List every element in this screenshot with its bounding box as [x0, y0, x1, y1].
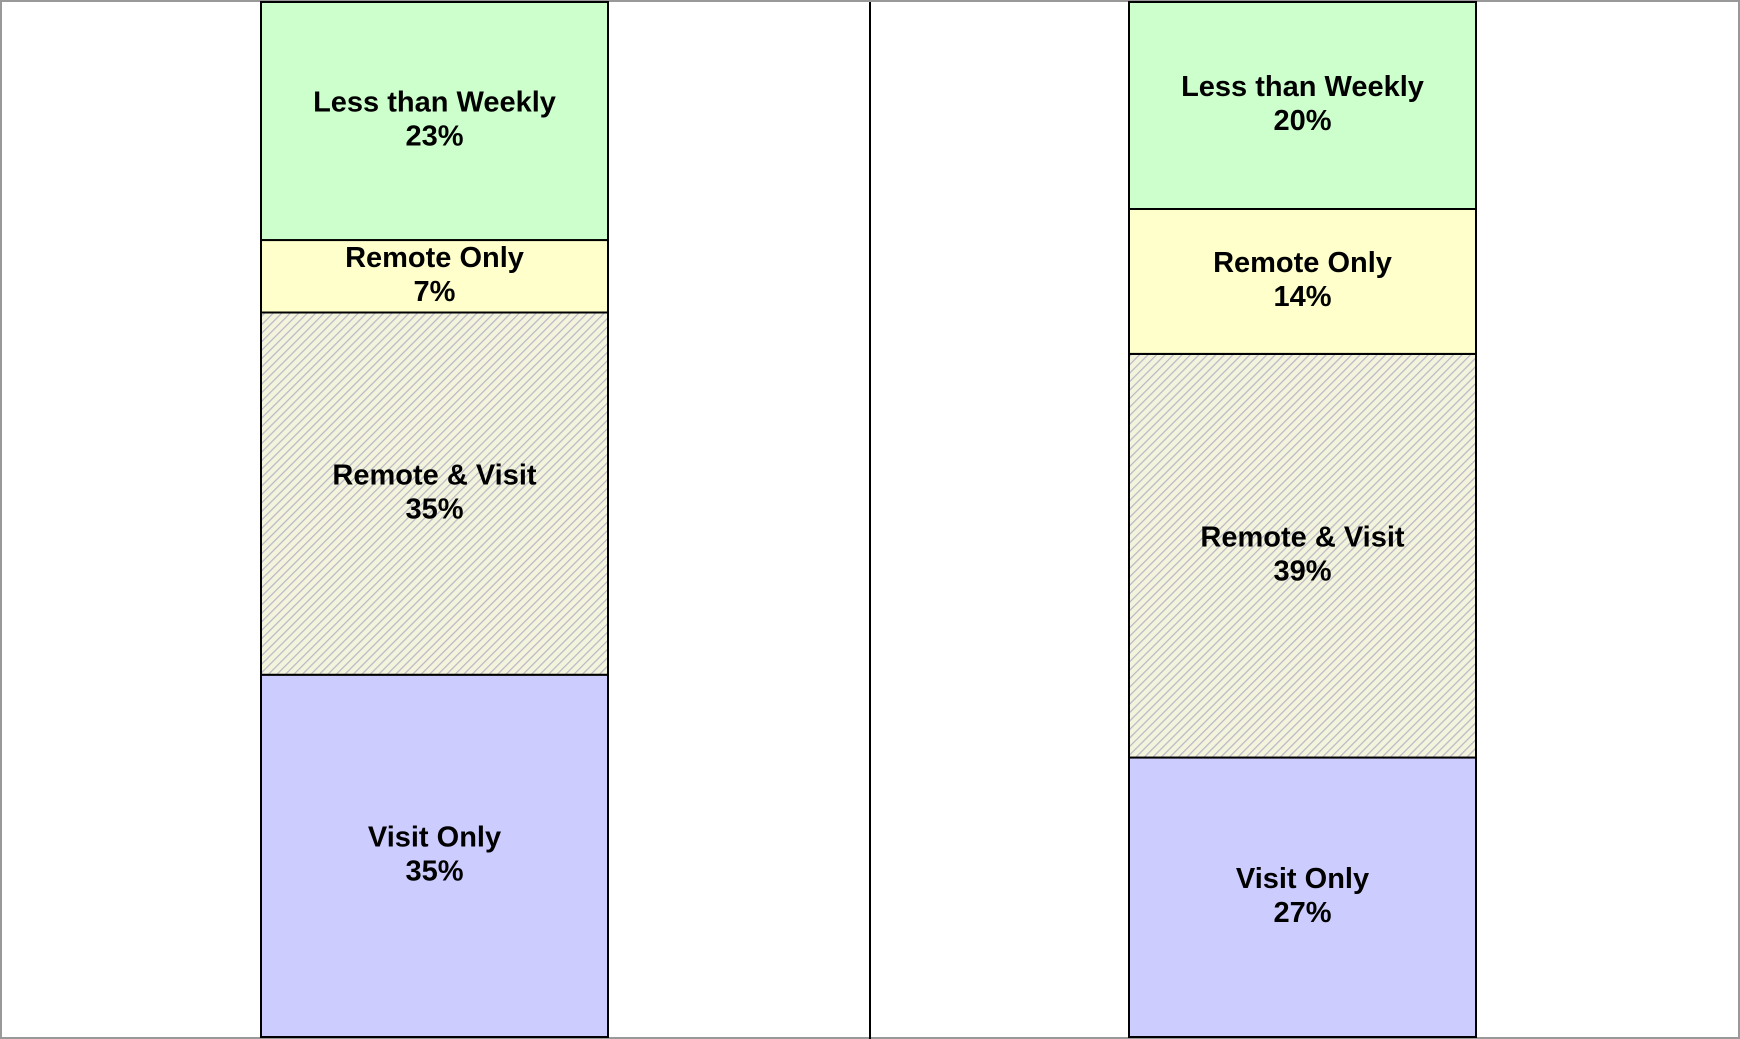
bar-segment: [1128, 352, 1477, 759]
bar-segment: [260, 1, 609, 242]
segment-name: Less than Weekly: [313, 87, 556, 119]
bar-segment: [260, 311, 609, 676]
data-label: 23%: [405, 121, 463, 153]
bar-segment: [1128, 208, 1477, 355]
data-label: 7%: [414, 276, 456, 308]
data-label: 35%: [405, 493, 463, 525]
data-label: 39%: [1273, 555, 1331, 587]
segment-name: Remote Only: [345, 242, 524, 274]
segment-name: Visit Only: [1236, 863, 1369, 895]
segment-name: Remote & Visit: [1200, 521, 1404, 553]
bar-segment: [1128, 1, 1477, 210]
segment-name: Visit Only: [368, 822, 501, 854]
bar-segment: [260, 673, 609, 1038]
segment-name: Less than Weekly: [1181, 71, 1424, 103]
data-label: 27%: [1273, 897, 1331, 929]
segment-name: Remote Only: [1213, 247, 1392, 279]
bar-segment: [260, 239, 609, 314]
segment-name: Remote & Visit: [332, 459, 536, 491]
bar-segment: [1128, 756, 1477, 1038]
data-label: 20%: [1273, 105, 1331, 137]
data-label: 14%: [1273, 281, 1331, 313]
data-label: 35%: [405, 856, 463, 888]
